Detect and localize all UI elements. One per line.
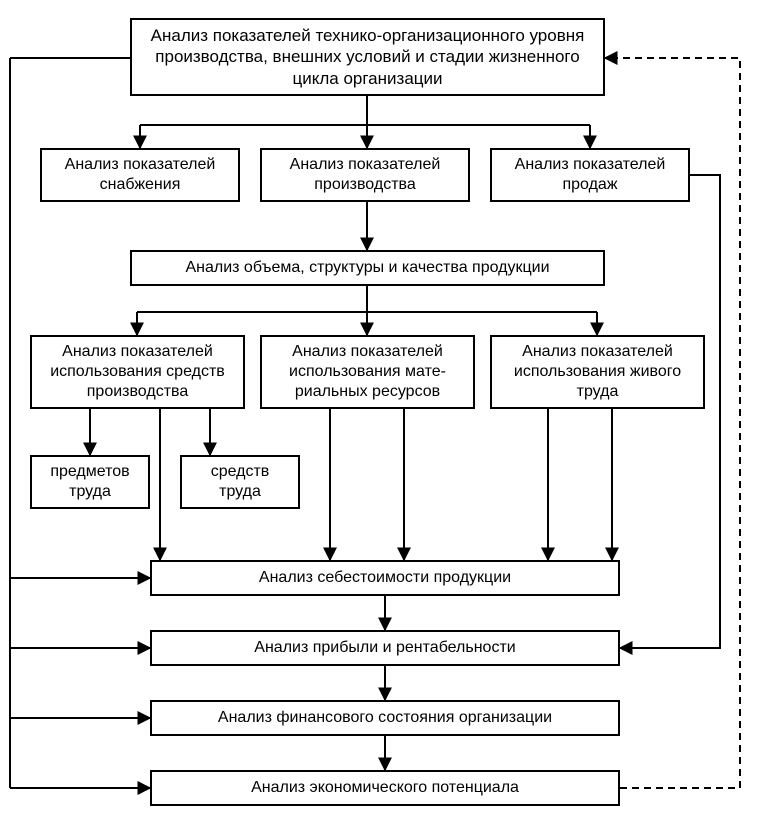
node-label: Анализ объема, структуры и качества прод… bbox=[185, 258, 549, 278]
node-label: Анализ экономического потенциала bbox=[251, 778, 519, 798]
node-n2: Анализ показателей снабжения bbox=[40, 148, 240, 202]
node-n13: Анализ финансового состояния организации bbox=[150, 700, 620, 736]
node-n14: Анализ экономического потенциала bbox=[150, 770, 620, 806]
node-n7: Анализ показателей использования мате-ри… bbox=[260, 335, 475, 409]
node-n5: Анализ объема, структуры и качества прод… bbox=[130, 250, 605, 286]
edge-19 bbox=[620, 175, 720, 648]
edge-2 bbox=[137, 286, 597, 335]
node-n3: Анализ показателей производства bbox=[260, 148, 470, 202]
node-label: Анализ показателей использования живого … bbox=[500, 342, 695, 402]
node-label: Анализ показателей использования мате-ри… bbox=[270, 342, 465, 402]
edge-0 bbox=[140, 96, 590, 148]
node-label: Анализ финансового состояния организации bbox=[218, 708, 552, 728]
node-label: Анализ показателей продаж bbox=[500, 155, 680, 195]
node-label: Анализ показателей снабжения bbox=[50, 155, 230, 195]
node-n8: Анализ показателей использования живого … bbox=[490, 335, 705, 409]
node-n6: Анализ показателей использования средств… bbox=[30, 335, 245, 409]
node-label: средств труда bbox=[190, 462, 290, 502]
node-n12: Анализ прибыли и рентабельности bbox=[150, 630, 620, 666]
node-n11: Анализ себестоимости продукции bbox=[150, 560, 620, 596]
node-label: Анализ себестоимости продукции bbox=[259, 568, 511, 588]
node-n1: Анализ показателей технико-организационн… bbox=[130, 18, 605, 96]
node-n9: предметов труда bbox=[30, 455, 150, 509]
edges-layer bbox=[0, 0, 757, 820]
node-label: Анализ показателей производства bbox=[270, 155, 460, 195]
node-label: Анализ прибыли и рентабельности bbox=[254, 638, 515, 658]
node-label: предметов труда bbox=[40, 462, 140, 502]
node-n4: Анализ показателей продаж bbox=[490, 148, 690, 202]
node-label: Анализ показателей использования средств… bbox=[40, 342, 235, 402]
flowchart-canvas: Анализ показателей технико-организационн… bbox=[0, 0, 757, 820]
node-label: Анализ показателей технико-организационн… bbox=[140, 25, 595, 89]
node-n10: средств труда bbox=[180, 455, 300, 509]
